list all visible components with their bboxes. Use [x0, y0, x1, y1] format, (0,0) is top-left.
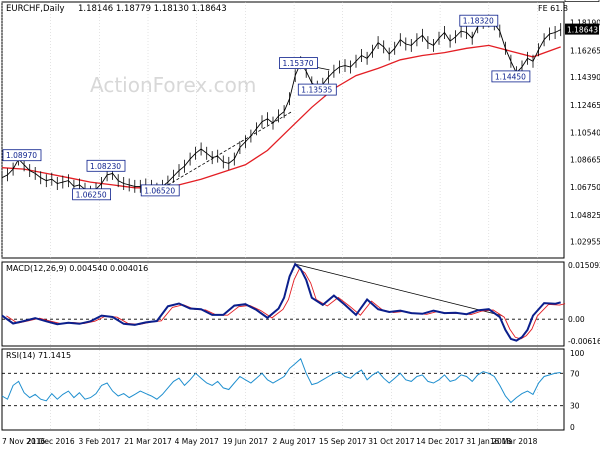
y-tick-label: 1.02955: [570, 238, 600, 247]
annotation-label: 1.18320: [463, 17, 494, 26]
rsi-plot: 100 70 30 0: [1, 349, 585, 432]
macd-title: MACD(12,26,9) 0.004540 0.004016: [6, 264, 148, 273]
macd-line: [1, 262, 561, 342]
price-tag-label: 1.18643: [567, 26, 598, 35]
y-tick-label: 1.12465: [570, 101, 600, 110]
x-tick-label: 16 Mar 2018: [490, 437, 538, 446]
annotation-label: 1.08230: [90, 162, 121, 171]
x-tick-label: 7 Nov 2016: [2, 437, 45, 446]
rsi-title: RSI(14) 71.1415: [6, 351, 71, 360]
x-tick-label: 21 Dec 2016: [27, 437, 75, 446]
annotation-box: [279, 57, 318, 69]
x-tick-label: 4 May 2017: [175, 437, 219, 446]
macd-plot: 0.015092 0.00 -0.006163: [1, 261, 600, 346]
macd-trend-line: [295, 263, 503, 317]
level-tag: [564, 0, 600, 2]
y-tick-label: 1.04825: [570, 211, 600, 220]
macd-panel: MACD(12,26,9) 0.004540 0.004016 0.015092…: [1, 261, 600, 347]
y-tick-label: 0.00: [568, 315, 585, 324]
macd-panel-frame: [1, 261, 565, 347]
y-tick-label: 1.10540: [570, 129, 600, 138]
annotation-label: 1.08970: [6, 151, 37, 160]
ma-line: [1, 44, 561, 189]
y-tick-label: 1.16265: [570, 46, 600, 55]
annotation-box: [86, 159, 126, 172]
annotation-box: [2, 149, 42, 162]
x-tick-label: 31 Jan 2018: [466, 437, 511, 446]
annotation-label: 1.14450: [495, 72, 526, 81]
chart-symbol-label: EURCHF,Daily: [6, 4, 65, 14]
annotation-label: 1.15370: [283, 59, 314, 68]
rsi-line: [1, 357, 561, 404]
annotation-box: [297, 83, 337, 96]
y-tick-label: 1.06750: [570, 183, 600, 192]
x-tick-label: 21 Mar 2017: [124, 437, 172, 446]
x-tick-label: 19 Jun 2017: [223, 437, 268, 446]
chart-ohlc-label: 1.18146 1.18779 1.18130 1.18643: [78, 4, 227, 14]
y-tick-label: 1.18190: [570, 19, 600, 28]
y-tick-label: 30: [570, 402, 580, 411]
annotation-label: 1.06250: [76, 190, 107, 199]
annotation-label: 1.13535: [301, 86, 332, 95]
main-panel: ActionForex.com EURCHF,Daily 1.18146 1.1…: [1, 0, 600, 430]
main-panel-frame: [1, 1, 565, 259]
signal-line: [6, 267, 566, 340]
y-tick-label: 1.08665: [570, 156, 600, 165]
main-plot: 1.18190 1.16265 1.14390 1.12465 1.10540 1.086…: [1, 0, 600, 430]
annotation-box: [491, 70, 531, 83]
annotation-box: [140, 184, 180, 197]
price-tag: [565, 23, 599, 35]
rsi-panel-frame: [1, 348, 565, 431]
level-label: 1.20000: [567, 0, 598, 2]
x-tick-label: 31 Oct 2017: [368, 437, 415, 446]
watermark: ActionForex.com: [90, 73, 256, 97]
fe-label: FE 61.8: [538, 4, 568, 13]
y-tick-label: 70: [570, 369, 580, 378]
y-tick-label: 100: [570, 349, 585, 358]
y-tick-label: 0.015092: [568, 261, 600, 270]
annotation-box: [72, 188, 111, 201]
x-tick-label: 14 Dec 2017: [416, 437, 464, 446]
trend-line-up: [167, 111, 293, 186]
x-tick-label: 2 Aug 2017: [272, 437, 315, 446]
annotation-label: 1.06520: [144, 186, 175, 195]
y-tick-label: -0.006163: [568, 337, 600, 346]
x-tick-label: 3 Feb 2017: [78, 437, 120, 446]
rsi-panel: RSI(14) 71.1415 100 70 30 0: [1, 348, 585, 432]
y-tick-label: 0: [570, 423, 575, 432]
x-tick-label: 15 Sep 2017: [319, 437, 367, 446]
annotation-box: [459, 14, 499, 27]
y-tick-label: 1.14390: [570, 73, 600, 82]
